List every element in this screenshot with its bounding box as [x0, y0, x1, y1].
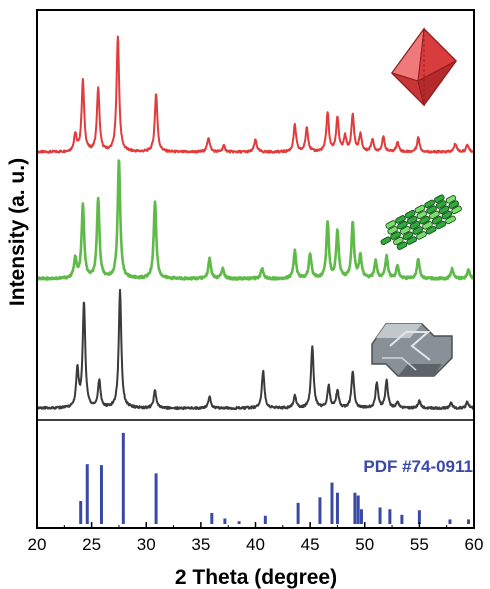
- x-tick-label: 60: [465, 535, 484, 554]
- traces-layer: [36, 35, 475, 411]
- reference-label: PDF #74-0911: [363, 457, 473, 476]
- nanorod: [422, 221, 433, 230]
- nanorod: [406, 215, 418, 225]
- y-axis-title: Intensity (a. u.): [6, 158, 29, 306]
- nanorod: [380, 236, 392, 246]
- nanorod: [429, 210, 440, 220]
- nanorod: [448, 200, 460, 209]
- nanorod: [412, 226, 424, 235]
- nanorod: [390, 231, 401, 240]
- nanorod: [416, 210, 428, 220]
- nanorod: [441, 210, 453, 220]
- nanorod: [399, 226, 411, 235]
- x-tick-label: 35: [191, 535, 210, 554]
- nanorod: [404, 209, 416, 219]
- x-tick-label: 55: [410, 535, 429, 554]
- x-tick-label: 20: [28, 535, 47, 554]
- nanorod: [438, 205, 450, 215]
- nanorod: [434, 194, 445, 203]
- nanorod: [395, 215, 406, 224]
- xrd-trace-2: [36, 159, 475, 281]
- nanorod: [451, 205, 462, 215]
- nanorod: [414, 204, 426, 214]
- nanorod: [445, 195, 457, 204]
- reference-layer: [79, 432, 471, 524]
- x-tick-label: 45: [301, 535, 320, 554]
- x-tick-label: 40: [246, 535, 265, 554]
- nanorod: [387, 226, 398, 235]
- nanorod: [416, 231, 427, 240]
- x-tick-label: 30: [137, 535, 156, 554]
- nanorod: [397, 220, 408, 230]
- nanorod: [435, 200, 447, 209]
- nanorod: [393, 236, 404, 246]
- platelet-icon: [371, 323, 453, 377]
- nanorod: [424, 199, 435, 209]
- nanorod: [409, 221, 421, 230]
- xrd-trace-3: [36, 288, 475, 411]
- x-tick-label: 25: [82, 535, 101, 554]
- nanorod: [425, 225, 437, 235]
- nanorod: [445, 215, 456, 225]
- nanorod: [402, 231, 414, 240]
- nanorod: [396, 241, 408, 250]
- octahedron-icon: [391, 27, 457, 107]
- xrd-trace-1: [36, 35, 475, 154]
- nanorod: [435, 220, 447, 230]
- nanorod-bundle-icon: [380, 194, 462, 250]
- x-axis-title: 2 Theta (degree): [175, 566, 337, 589]
- nanorod: [426, 205, 437, 214]
- nanorod: [385, 220, 397, 229]
- x-tick-label: 50: [355, 535, 374, 554]
- nanorod: [406, 236, 418, 245]
- nanorod: [431, 215, 443, 225]
- x-axis-ticks: 20 25 30 35 40 45 50 55 60: [28, 522, 484, 554]
- nanorod: [419, 215, 430, 225]
